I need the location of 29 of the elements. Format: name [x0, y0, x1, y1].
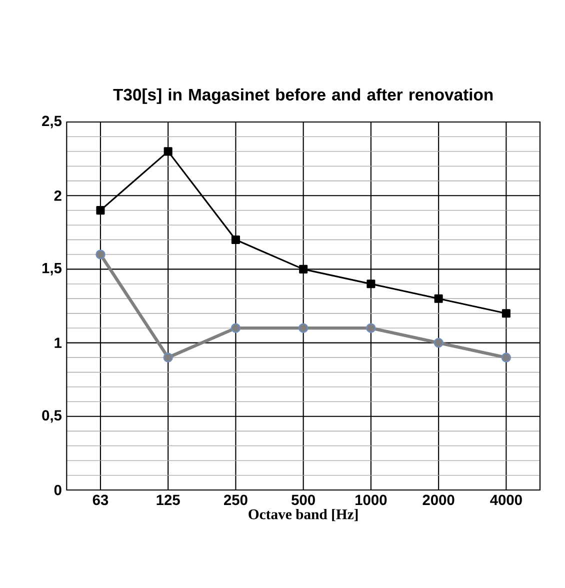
y-tick-label: 0,5	[42, 410, 62, 423]
x-tick-label: 63	[92, 494, 108, 506]
point	[163, 352, 173, 362]
point	[434, 294, 443, 303]
y-tick-label: 0	[54, 484, 62, 496]
point	[501, 352, 512, 362]
point	[230, 323, 241, 333]
x-axis-title: Octave band [Hz]	[248, 508, 358, 522]
x-tick-label: 2000	[422, 494, 454, 506]
y-tick-label: 2	[54, 190, 62, 201]
x-tick-label: 500	[292, 494, 315, 506]
point	[366, 280, 376, 288]
chart-title: T30[s] in Magasinet before and after renovation	[113, 88, 493, 104]
y-tick-label: 1	[54, 338, 62, 348]
y-tick-label: 2,5	[42, 116, 62, 128]
point	[164, 147, 172, 156]
point	[434, 338, 444, 348]
x-tick-label: 1000	[356, 494, 387, 506]
x-tick-label: 4000	[490, 494, 522, 506]
x-tick-label: 125	[156, 494, 180, 506]
point	[502, 309, 510, 318]
point	[96, 206, 105, 215]
point	[298, 323, 308, 333]
point	[231, 235, 240, 244]
point	[366, 323, 376, 333]
point	[96, 250, 106, 260]
y-tick-label: 1,5	[42, 263, 62, 276]
x-tick-label: 250	[224, 494, 248, 506]
point	[299, 264, 308, 274]
